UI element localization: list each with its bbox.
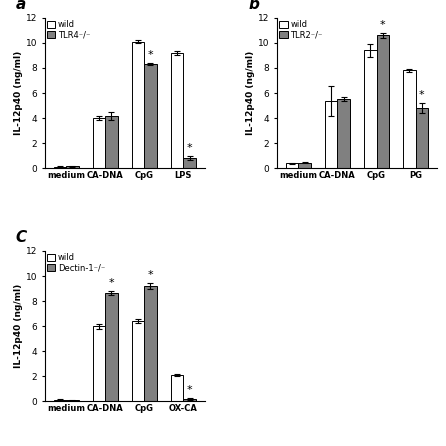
Text: *: * — [419, 90, 425, 100]
Bar — [171, 375, 183, 401]
Text: *: * — [380, 20, 386, 30]
Y-axis label: IL-12p40 (ng/ml): IL-12p40 (ng/ml) — [14, 284, 23, 368]
Legend: wild, TLR4⁻/⁻: wild, TLR4⁻/⁻ — [46, 20, 91, 41]
Text: a: a — [16, 0, 26, 12]
Bar — [105, 116, 118, 168]
Bar — [54, 167, 66, 168]
Bar — [338, 99, 350, 168]
Text: *: * — [148, 50, 153, 60]
Bar — [132, 321, 144, 401]
Y-axis label: IL-12p40 (ng/ml): IL-12p40 (ng/ml) — [14, 51, 23, 135]
Legend: wild, TLR2⁻/⁻: wild, TLR2⁻/⁻ — [279, 20, 323, 41]
Bar — [376, 35, 389, 168]
Bar — [105, 293, 118, 401]
Bar — [93, 118, 105, 168]
Bar — [416, 108, 428, 168]
Bar — [298, 163, 311, 168]
Bar — [171, 53, 183, 168]
Bar — [66, 166, 78, 168]
Y-axis label: IL-12p40 (ng/ml): IL-12p40 (ng/ml) — [246, 51, 255, 135]
Text: *: * — [187, 384, 192, 395]
Bar — [93, 326, 105, 401]
Text: C: C — [16, 230, 27, 245]
Bar — [54, 400, 66, 401]
Text: *: * — [148, 270, 153, 280]
Text: *: * — [108, 278, 114, 288]
Bar — [183, 399, 196, 401]
Legend: wild, Dectin-1⁻/⁻: wild, Dectin-1⁻/⁻ — [46, 252, 106, 273]
Text: b: b — [248, 0, 259, 12]
Bar — [286, 163, 298, 168]
Bar — [183, 158, 196, 168]
Bar — [144, 286, 157, 401]
Bar — [403, 70, 416, 168]
Bar — [132, 41, 144, 168]
Bar — [325, 100, 338, 168]
Bar — [144, 64, 157, 168]
Bar — [66, 400, 78, 401]
Bar — [364, 50, 376, 168]
Text: *: * — [187, 143, 192, 153]
